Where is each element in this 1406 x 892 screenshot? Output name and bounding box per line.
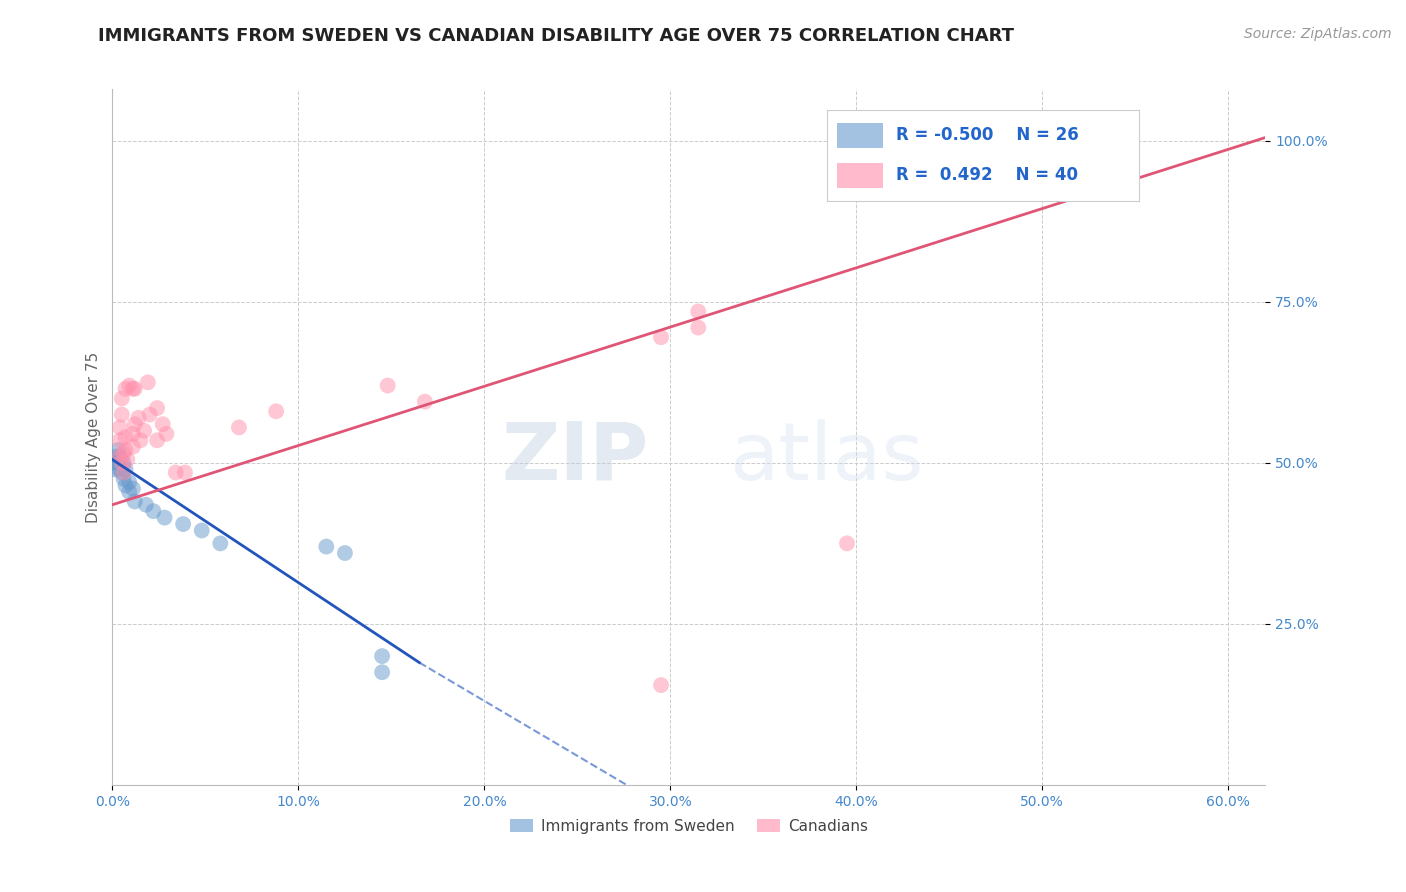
Point <box>990 144 1012 158</box>
Point <box>107 442 129 457</box>
Point <box>122 482 145 496</box>
Point <box>264 404 287 418</box>
Point <box>371 649 394 664</box>
Point <box>118 475 141 490</box>
Point <box>114 382 136 396</box>
Point <box>122 382 145 396</box>
Point <box>118 378 141 392</box>
Point <box>972 144 994 158</box>
Point <box>135 498 157 512</box>
Point <box>114 478 136 492</box>
Point <box>152 417 174 432</box>
Point <box>111 456 134 470</box>
Y-axis label: Disability Age Over 75: Disability Age Over 75 <box>86 351 101 523</box>
Point <box>114 462 136 476</box>
Point <box>377 378 399 392</box>
Text: Source: ZipAtlas.com: Source: ZipAtlas.com <box>1244 27 1392 41</box>
Text: ZIP: ZIP <box>502 419 648 497</box>
Point <box>124 494 146 508</box>
Point <box>142 504 165 518</box>
Point <box>101 456 124 470</box>
Point <box>103 462 125 476</box>
Text: atlas: atlas <box>730 419 924 497</box>
Point <box>413 394 436 409</box>
Point <box>138 408 160 422</box>
Point <box>153 510 176 524</box>
Point <box>174 466 197 480</box>
Point <box>111 466 134 480</box>
Point <box>650 330 672 344</box>
Point <box>190 524 212 538</box>
Point <box>108 450 131 464</box>
Point <box>114 442 136 457</box>
Text: IMMIGRANTS FROM SWEDEN VS CANADIAN DISABILITY AGE OVER 75 CORRELATION CHART: IMMIGRANTS FROM SWEDEN VS CANADIAN DISAB… <box>98 27 1014 45</box>
Point <box>111 392 134 406</box>
Legend: Immigrants from Sweden, Canadians: Immigrants from Sweden, Canadians <box>503 813 875 840</box>
Point <box>108 450 131 464</box>
Point <box>122 426 145 441</box>
Point <box>146 401 169 416</box>
Point <box>124 417 146 432</box>
Point <box>228 420 250 434</box>
Point <box>315 540 337 554</box>
Point <box>165 466 187 480</box>
Point <box>111 408 134 422</box>
Point <box>108 434 131 448</box>
Point <box>117 452 139 467</box>
Point <box>835 536 858 550</box>
Point <box>136 376 159 390</box>
Point <box>108 462 131 476</box>
Point <box>108 420 131 434</box>
Point <box>172 516 194 531</box>
Point <box>155 426 177 441</box>
Point <box>688 304 710 318</box>
Point <box>112 472 135 486</box>
Point <box>129 434 152 448</box>
Point <box>112 456 135 470</box>
Point <box>118 484 141 499</box>
Point <box>146 434 169 448</box>
Point <box>107 456 129 470</box>
Point <box>688 320 710 334</box>
Point <box>105 450 128 464</box>
Point <box>114 430 136 444</box>
Point <box>124 382 146 396</box>
Point <box>333 546 356 560</box>
Point <box>132 424 155 438</box>
Point <box>209 536 232 550</box>
Point <box>371 665 394 680</box>
Point <box>122 440 145 454</box>
Point <box>112 466 135 480</box>
Point <box>112 446 135 460</box>
Point <box>650 678 672 692</box>
Point <box>128 410 150 425</box>
